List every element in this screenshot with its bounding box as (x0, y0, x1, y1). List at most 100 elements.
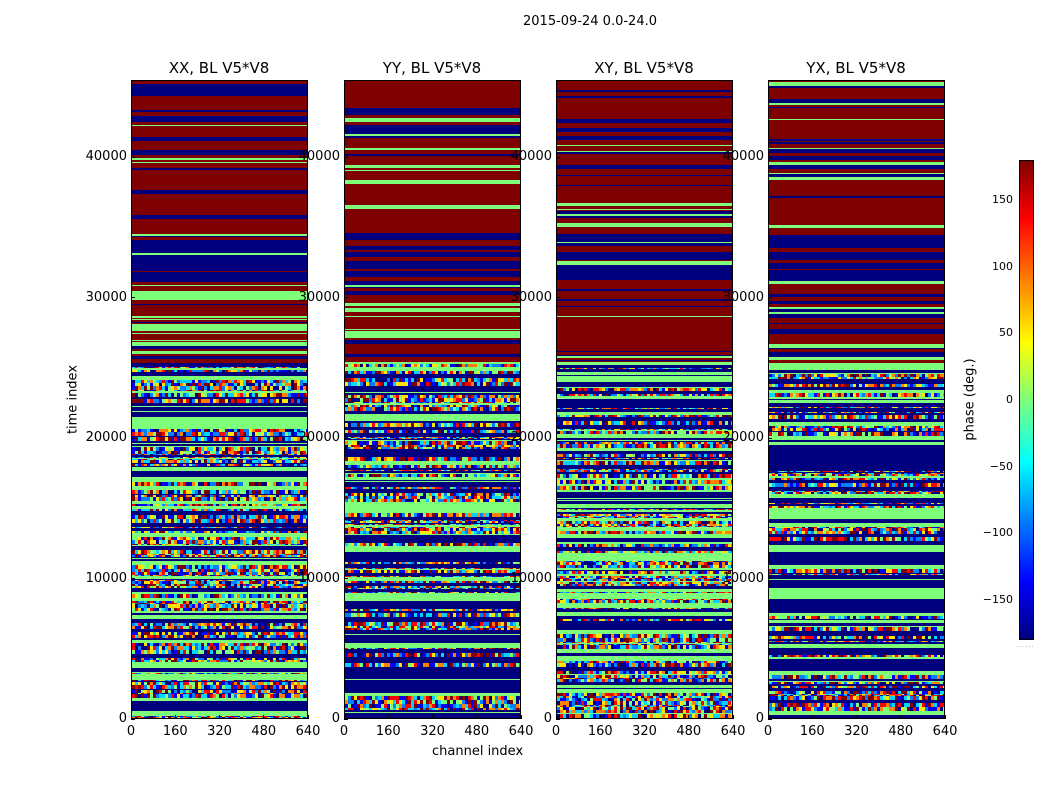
heatmap-cell (195, 482, 198, 486)
heatmap-cell (300, 594, 303, 598)
heatmap-cell (441, 438, 444, 439)
heatmap-band (132, 194, 307, 198)
heatmap-cell (156, 586, 159, 588)
heatmap-cell (210, 604, 213, 608)
heatmap-cell (147, 540, 150, 544)
heatmap-cell (393, 382, 396, 386)
heatmap-cell (291, 399, 294, 403)
heatmap-cell (168, 544, 171, 545)
heatmap-cell (186, 383, 189, 386)
heatmap-cell (195, 390, 198, 391)
heatmap-cell (303, 393, 306, 397)
heatmap-cell (243, 504, 246, 506)
heatmap-cell (243, 608, 246, 611)
heatmap-cell (174, 490, 177, 494)
heatmap-cell (495, 395, 498, 398)
heatmap-cell (144, 604, 147, 608)
heatmap-band (345, 288, 520, 291)
heatmap-cell (192, 658, 195, 660)
heatmap-cell (261, 527, 264, 528)
heatmap-cell (192, 660, 195, 662)
heatmap-cell (192, 531, 195, 533)
heatmap-cell (303, 460, 306, 463)
heatmap-band (132, 629, 307, 632)
heatmap-cell (291, 390, 294, 391)
heatmap-cell (258, 432, 261, 436)
heatmap-cell (171, 555, 174, 557)
heatmap-cell (195, 515, 198, 519)
heatmap-cell (306, 584, 307, 586)
heatmap-band (345, 329, 520, 330)
heatmap-cell (213, 643, 216, 646)
heatmap-cell (255, 495, 258, 497)
heatmap-band (345, 203, 520, 205)
heatmap-cell (153, 716, 156, 717)
heatmap-cell (201, 660, 204, 662)
heatmap-cell (288, 604, 291, 608)
heatmap-cell (168, 537, 171, 540)
heatmap-cell (174, 515, 177, 519)
heatmap-cell (150, 383, 153, 386)
heatmap-cell (243, 584, 246, 586)
heatmap-cell (285, 690, 288, 693)
heatmap-cell (177, 584, 180, 586)
heatmap-cell (171, 432, 174, 436)
heatmap-cell (387, 382, 390, 386)
heatmap-cell (405, 438, 408, 439)
heatmap-cell (210, 680, 213, 681)
heatmap-cell (354, 402, 357, 403)
heatmap-cell (213, 447, 216, 451)
heatmap-cell (432, 423, 435, 427)
heatmap-cell (306, 464, 307, 466)
heatmap-cell (252, 646, 255, 650)
heatmap-cell (264, 531, 267, 533)
heatmap-cell (192, 555, 195, 557)
heatmap-cell (198, 519, 201, 523)
y-tick-label: 10000 (85, 570, 127, 586)
heatmap-cell (183, 594, 186, 598)
heatmap-cell (240, 554, 243, 555)
heatmap-cell (180, 519, 183, 523)
heatmap-cell (189, 555, 192, 557)
heatmap-cell (201, 646, 204, 650)
heatmap-cell (165, 464, 168, 466)
heatmap-cell (252, 367, 255, 368)
heatmap-cell (279, 565, 282, 569)
heatmap-cell (237, 504, 240, 506)
heatmap-band (345, 240, 520, 243)
heatmap-cell (135, 482, 138, 486)
heatmap-cell (354, 398, 357, 402)
heatmap-band (132, 674, 307, 678)
heatmap-cell (153, 694, 156, 698)
heatmap-cell (282, 594, 285, 598)
heatmap-cell (219, 495, 222, 497)
heatmap-cell (249, 584, 252, 586)
heatmap-cell (147, 565, 150, 569)
heatmap-cell (237, 386, 240, 390)
heatmap-cell (258, 482, 261, 486)
heatmap-cell (213, 623, 216, 626)
heatmap-cell (210, 459, 213, 460)
heatmap-cell (132, 581, 135, 584)
heatmap-cell (210, 370, 213, 372)
heatmap-cell (213, 572, 216, 575)
heatmap-cell (198, 581, 201, 584)
heatmap-cell (240, 519, 243, 523)
heatmap-cell (159, 454, 162, 455)
heatmap-cell (198, 646, 201, 650)
heatmap-cell (231, 515, 234, 519)
heatmap-cell (147, 370, 150, 372)
heatmap-cell (210, 581, 213, 584)
heatmap-cell (201, 586, 204, 588)
heatmap-cell (234, 650, 237, 654)
heatmap-cell (195, 519, 198, 523)
heatmap-cell (243, 586, 246, 588)
heatmap-cell (246, 594, 249, 598)
heatmap-cell (168, 565, 171, 569)
heatmap-band (132, 215, 307, 219)
heatmap-cell (213, 646, 216, 650)
heatmap-cell (156, 632, 159, 635)
heatmap-cell (264, 680, 267, 681)
heatmap-cell (207, 447, 210, 451)
heatmap-band (132, 186, 307, 190)
